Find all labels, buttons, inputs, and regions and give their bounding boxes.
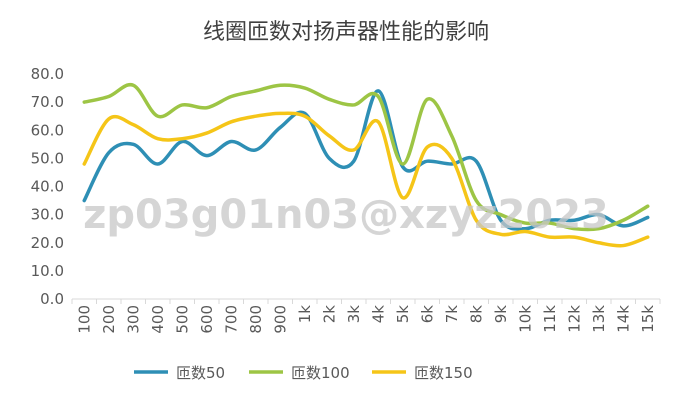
axis-layer: 0.0 10.0 20.0 30.0 40.0 50.0 60.0 70.0 80.0 100 20…: [31, 65, 661, 334]
x-tick-label: 100: [75, 305, 93, 334]
x-tick-label: 12k: [565, 305, 583, 333]
x-tick-label: 7k: [443, 305, 461, 324]
x-tick-label: 400: [149, 305, 167, 334]
x-tick-label: 5k: [394, 305, 412, 324]
y-tick-label: 30.0: [31, 206, 64, 224]
series-layer: [82, 82, 650, 248]
legend-label-3: 匝数150: [414, 364, 473, 382]
y-tick-label: 40.0: [31, 178, 64, 196]
legend-label-1: 匝数50: [176, 364, 225, 382]
y-tick-label: 20.0: [31, 234, 64, 252]
series-line-1: [82, 89, 650, 231]
y-tick-label: 10.0: [31, 262, 64, 280]
x-tick-label: 6k: [418, 305, 436, 324]
legend-label-2: 匝数100: [291, 364, 350, 382]
x-tick-label: 15k: [639, 305, 657, 333]
x-tick-label: 200: [100, 305, 118, 334]
series-line-2: [82, 82, 650, 232]
chart-title: 线圈匝数对扬声器性能的影响: [202, 20, 489, 45]
x-tick-label: 3k: [345, 305, 363, 324]
x-tick-label: 11k: [541, 305, 559, 333]
x-tick-label: 900: [271, 305, 289, 334]
y-tick-label: 70.0: [31, 93, 64, 111]
x-tick-label: 800: [247, 305, 265, 334]
watermark-text: zp03g01n03@xzyz2023: [83, 192, 609, 238]
x-tick-label: 9k: [492, 305, 510, 324]
y-tick-label: 50.0: [31, 149, 64, 167]
x-tick-label: 700: [222, 305, 240, 334]
y-tick-label: 60.0: [31, 121, 64, 139]
x-tick-label: 300: [124, 305, 142, 334]
x-tick-label: 500: [173, 305, 191, 334]
x-tick-label: 8k: [467, 305, 485, 324]
y-tick-label: 0.0: [40, 290, 64, 308]
x-tick-label: 1k: [296, 305, 314, 324]
series-line-3: [82, 111, 650, 248]
x-tick-label: 10k: [516, 305, 534, 333]
x-tick-label: 13k: [590, 305, 608, 333]
legend: 匝数50 匝数100 匝数150: [134, 364, 473, 382]
x-tick-label: 14k: [614, 305, 632, 333]
x-tick-label: 4k: [369, 305, 387, 324]
x-tick-label: 2k: [320, 305, 338, 324]
x-tick-label: 600: [198, 305, 216, 334]
y-tick-label: 80.0: [31, 65, 64, 83]
